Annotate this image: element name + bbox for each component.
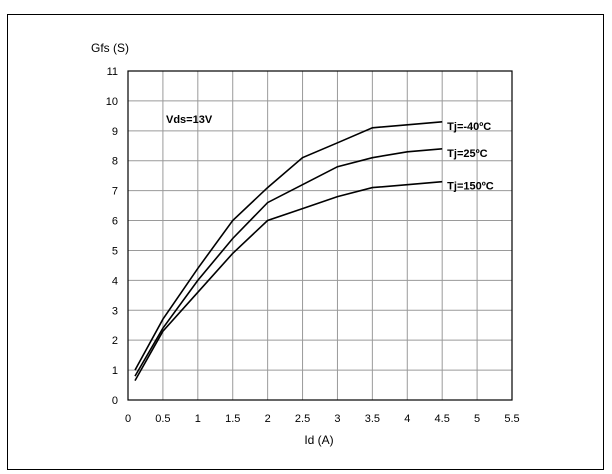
y-tick-label: 5 xyxy=(112,245,118,257)
x-tick-label: 4 xyxy=(404,413,410,425)
y-tick-label: 10 xyxy=(106,96,118,108)
x-tick-label: 4.5 xyxy=(435,413,450,425)
y-tick-label: 7 xyxy=(112,186,118,198)
x-tick-label: 5 xyxy=(474,413,480,425)
y-tick-label: 2 xyxy=(112,335,118,347)
condition-annotation: Vds=13V xyxy=(166,114,213,126)
series-labels: Tj=-40ºC Tj=25ºC Tj=150ºC xyxy=(447,121,494,193)
series-line xyxy=(134,121,443,371)
x-tick-label: 2.5 xyxy=(295,413,310,425)
x-tick-label: 5.5 xyxy=(504,413,519,425)
y-tick-label: 11 xyxy=(107,66,118,78)
series-line xyxy=(134,180,443,381)
y-axis-title: Gfs (S) xyxy=(91,41,129,55)
x-tick-label: 3 xyxy=(334,413,340,425)
series-line xyxy=(134,148,443,377)
chart-frame xyxy=(7,14,604,470)
x-tick-label: 0.5 xyxy=(155,413,170,425)
plot-area xyxy=(127,70,513,401)
x-tick-label: 3.5 xyxy=(365,413,380,425)
series-lines xyxy=(134,121,443,381)
x-tick-label: 0 xyxy=(125,413,131,425)
y-tick-label: 4 xyxy=(112,275,118,287)
y-tick-label: 9 xyxy=(112,126,118,138)
y-tick-label: 0 xyxy=(112,395,118,407)
y-tick-label: 8 xyxy=(112,156,118,168)
x-tick-label: 2 xyxy=(265,413,271,425)
tick-labels: 0 0.5 1 1.5 2 2.5 3 3.5 4 4.5 5 5.5 0 1 2 3 4 5 6 7 8 9 10 11 xyxy=(106,66,520,425)
y-tick-label: 1 xyxy=(112,365,118,377)
y-tick-label: 6 xyxy=(112,216,118,228)
series-label: Tj=25ºC xyxy=(447,148,487,160)
x-tick-label: 1 xyxy=(195,413,201,425)
x-tick-label: 1.5 xyxy=(225,413,240,425)
y-tick-label: 3 xyxy=(112,305,118,317)
series-label: Tj=-40ºC xyxy=(447,121,491,133)
series-label: Tj=150ºC xyxy=(447,181,494,193)
x-axis-title: Id (A) xyxy=(304,433,333,447)
